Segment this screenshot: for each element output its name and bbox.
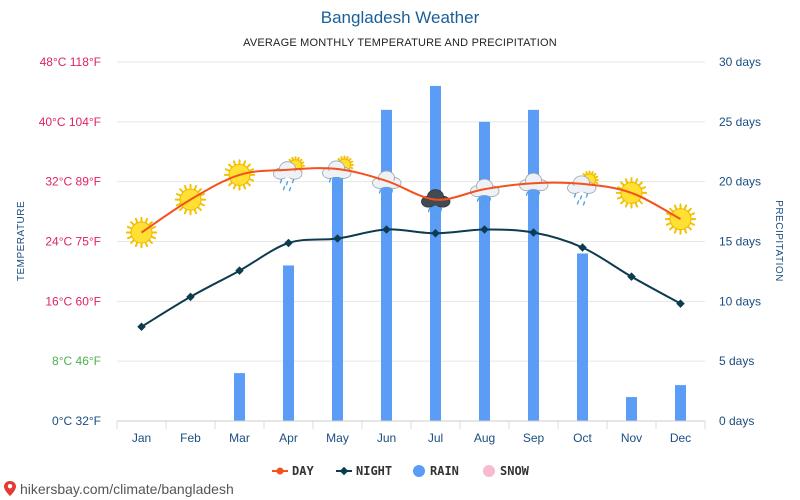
legend-marker xyxy=(339,466,349,476)
temperature-tick-label: 16°C 60°F xyxy=(45,294,101,308)
month-axis: Jan Feb Mar Apr May Jun Jul Aug Sep Oct Nov Dec xyxy=(116,420,706,445)
legend-item-night[interactable]: NIGHT xyxy=(336,464,392,478)
legend-item-rain[interactable]: RAIN xyxy=(413,464,459,478)
rain-bar xyxy=(479,121,490,421)
rain-bar xyxy=(430,85,441,421)
night-temperature-point xyxy=(431,229,440,238)
night-temperature-point xyxy=(137,322,146,332)
chart-title: Bangladesh Weather xyxy=(321,8,480,27)
rain-bar xyxy=(234,373,245,421)
rain-bar xyxy=(626,397,637,421)
day-temperature-line xyxy=(140,167,681,234)
month-tick-label: Jun xyxy=(377,431,396,445)
legend-swatch xyxy=(413,465,425,477)
temperature-tick-label: 40°C 104°F xyxy=(39,115,101,129)
temperature-tick-label: 32°C 89°F xyxy=(45,175,101,189)
month-tick-label: Dec xyxy=(670,431,691,445)
month-tick-label: Feb xyxy=(180,431,201,445)
legend-marker xyxy=(276,467,284,475)
night-temperature-point xyxy=(480,225,489,234)
legend-label: NIGHT xyxy=(356,464,392,478)
month-tick-label: Aug xyxy=(474,431,495,445)
rain-bar xyxy=(283,265,294,421)
partly-cloudy-rain-icon xyxy=(273,156,305,192)
precipitation-tick-label: 25 days xyxy=(719,115,761,129)
rain-bar xyxy=(332,169,343,421)
month-tick-label: Mar xyxy=(229,431,250,445)
month-tick-label: Nov xyxy=(621,431,642,445)
temperature-tick-label: 24°C 75°F xyxy=(45,235,101,249)
source-footer[interactable]: hikersbay.com/climate/bangladesh xyxy=(4,481,234,497)
temperature-tick-label: 8°C 46°F xyxy=(52,354,101,368)
temperature-tick-label: 0°C 32°F xyxy=(52,414,101,428)
rain-bar xyxy=(381,109,392,421)
location-pin-icon xyxy=(4,481,16,496)
precipitation-tick-label: 0 days xyxy=(719,414,754,428)
legend-swatch xyxy=(483,465,495,477)
month-tick-label: Jan xyxy=(132,431,151,445)
month-tick-label: Oct xyxy=(573,431,592,445)
sun-icon xyxy=(615,177,648,209)
grid xyxy=(117,61,705,422)
night-temperature-point xyxy=(382,225,391,234)
temperature-axis: 48°C 118°F 40°C 104°F 32°C 89°F 24°C 75°F 16… xyxy=(39,55,101,428)
night-temperature-point xyxy=(284,238,293,248)
precipitation-axis: 30 days 25 days 20 days 15 days 10 days 5 day… xyxy=(719,55,761,428)
rain-bars xyxy=(234,85,686,421)
legend-item-day[interactable]: DAY xyxy=(272,464,314,478)
night-temperature-line xyxy=(140,228,681,328)
rain-bar xyxy=(577,253,588,421)
night-temperature-point xyxy=(235,266,244,275)
rain-bar xyxy=(675,385,686,421)
precipitation-tick-label: 10 days xyxy=(719,294,761,308)
month-tick-label: Apr xyxy=(279,431,298,445)
month-tick-label: Sep xyxy=(523,431,545,445)
month-tick-label: Jul xyxy=(428,431,443,445)
legend-label: RAIN xyxy=(430,464,459,478)
temperature-axis-title: TEMPERATURE xyxy=(16,201,27,281)
weather-icons xyxy=(125,155,697,249)
precipitation-tick-label: 20 days xyxy=(719,175,761,189)
precipitation-tick-label: 5 days xyxy=(719,354,754,368)
precipitation-tick-label: 30 days xyxy=(719,55,761,69)
precipitation-tick-label: 15 days xyxy=(719,235,761,249)
night-temperature-point xyxy=(333,234,342,243)
legend-label: SNOW xyxy=(500,464,530,478)
legend-item-snow[interactable]: SNOW xyxy=(483,464,530,478)
night-temperature-point xyxy=(186,292,195,302)
month-tick-label: May xyxy=(326,431,349,445)
temperature-lines xyxy=(137,167,685,332)
legend-label: DAY xyxy=(292,464,314,478)
night-temperature-point xyxy=(578,243,587,252)
temperature-tick-label: 48°C 118°F xyxy=(40,55,101,69)
precipitation-axis-title: PRECIPITATION xyxy=(773,200,784,282)
night-temperature-point xyxy=(627,272,636,281)
chart-subtitle: AVERAGE MONTHLY TEMPERATURE AND PRECIPIT… xyxy=(243,37,557,49)
legend: DAY NIGHT RAIN SNOW xyxy=(272,464,530,478)
night-temperature-point xyxy=(676,299,685,308)
partly-cloudy-rain-icon xyxy=(567,170,599,206)
source-link[interactable]: hikersbay.com/climate/bangladesh xyxy=(20,481,234,497)
rain-bar xyxy=(528,109,539,421)
